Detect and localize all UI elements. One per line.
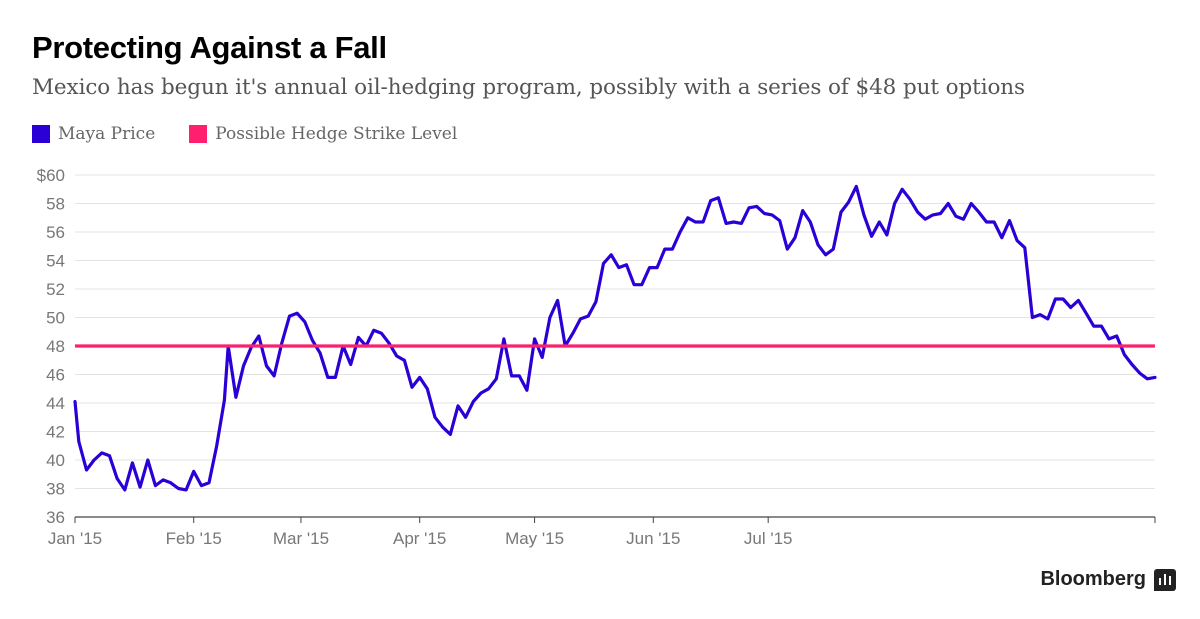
x-tick-label: Feb '15 (166, 529, 222, 548)
y-tick-label: 56 (46, 223, 65, 242)
legend-swatch-maya-price (32, 125, 50, 143)
chart-title: Protecting Against a Fall (32, 30, 387, 65)
bloomberg-logo: Bloomberg (1040, 568, 1176, 591)
chart-subtitle: Mexico has begun it's annual oil-hedging… (32, 75, 1025, 100)
y-tick-label: 50 (46, 309, 65, 328)
y-tick-label: 36 (46, 508, 65, 527)
x-tick-label: Jun '15 (626, 529, 680, 548)
x-tick-label: Jul '15 (744, 529, 793, 548)
legend-item-maya-price: Maya Price (32, 124, 155, 144)
x-tick-label: Apr '15 (393, 529, 446, 548)
x-tick-label: Mar '15 (273, 529, 329, 548)
legend-label-maya-price: Maya Price (58, 124, 156, 144)
legend: Maya Price Possible Hedge Strike Level (32, 124, 491, 144)
y-tick-label: 44 (46, 394, 65, 413)
y-tick-label: 58 (46, 195, 65, 214)
y-tick-label: $60 (37, 166, 65, 185)
y-tick-label: 48 (46, 337, 65, 356)
y-tick-label: 52 (46, 280, 65, 299)
legend-swatch-hedge-strike (189, 125, 208, 143)
y-tick-label: 42 (46, 423, 65, 442)
series-line-maya-price (73, 184, 1157, 492)
y-tick-label: 38 (46, 480, 65, 499)
x-tick-label: May '15 (505, 529, 564, 548)
y-tick-label: 40 (46, 451, 65, 470)
legend-item-hedge-strike: Possible Hedge Strike Level (189, 124, 457, 144)
legend-label-hedge-strike: Possible Hedge Strike Level (215, 124, 458, 144)
y-tick-label: 46 (46, 366, 65, 385)
y-tick-label: 54 (46, 252, 65, 271)
x-tick-label: Jan '15 (48, 529, 102, 548)
bloomberg-chart-icon (1154, 568, 1176, 591)
bloomberg-wordmark: Bloomberg (1040, 568, 1146, 590)
